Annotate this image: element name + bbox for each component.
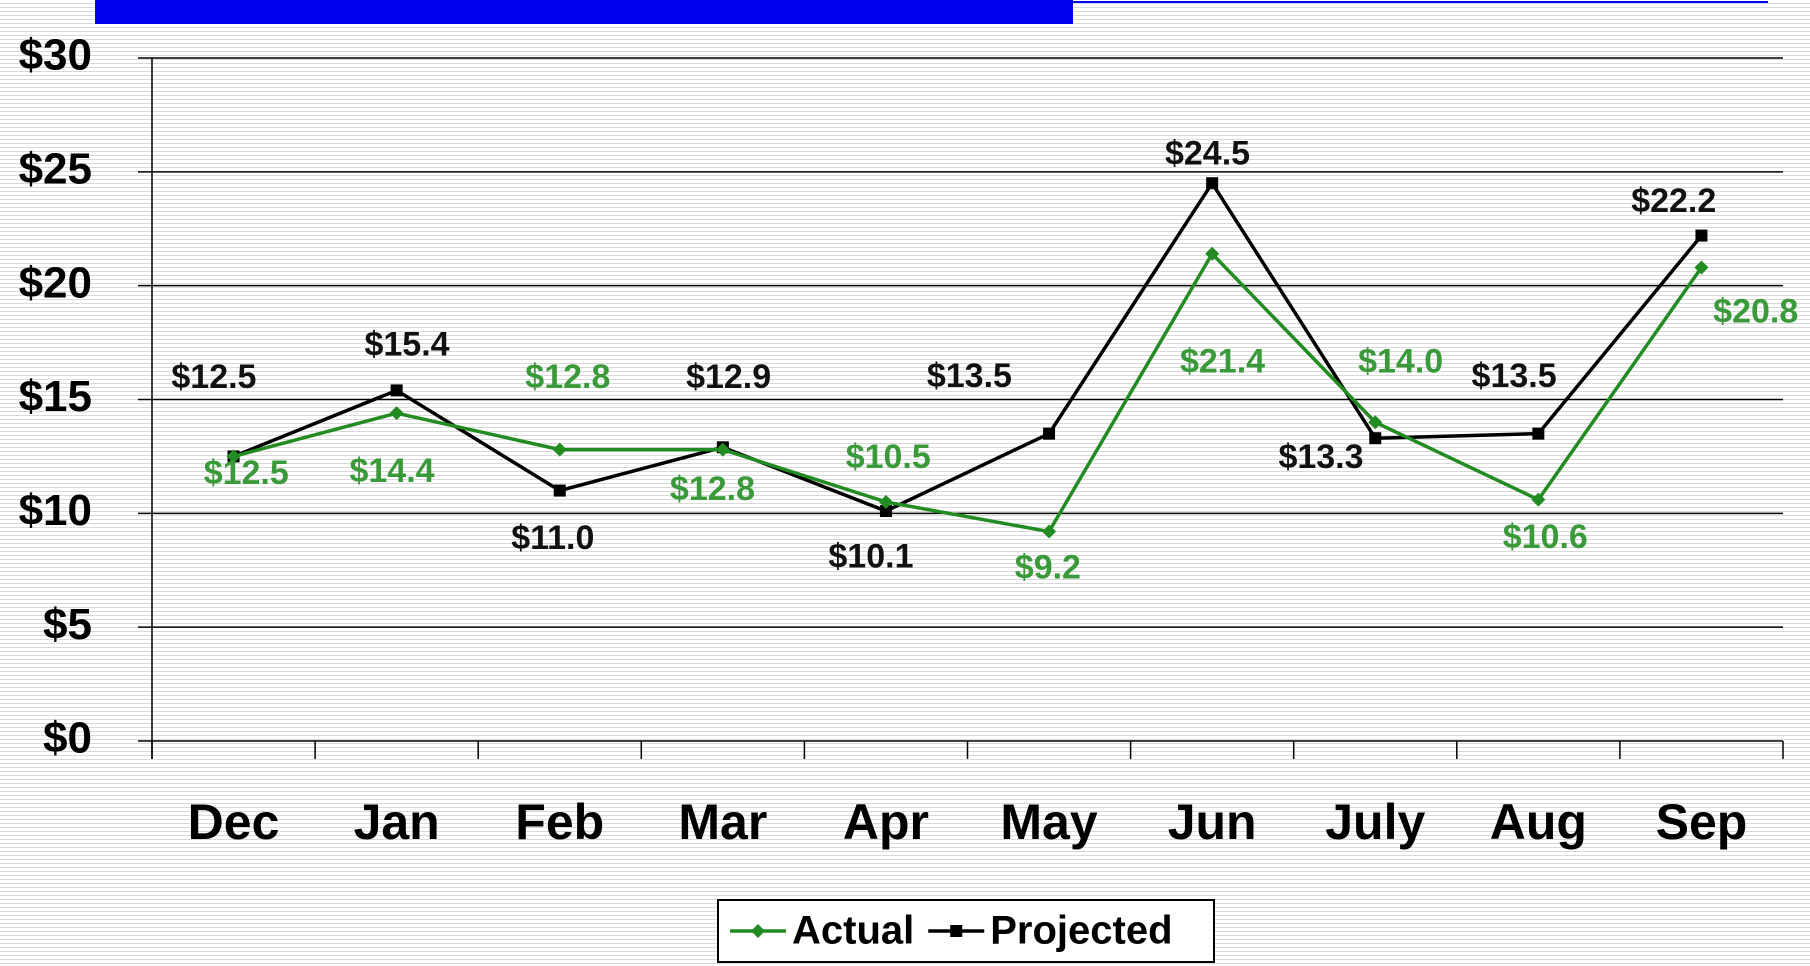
marker — [552, 442, 567, 457]
x-tick-label: Feb — [515, 794, 604, 850]
marker — [1531, 492, 1546, 507]
data-label: $15.4 — [364, 326, 449, 364]
y-tick-label: $0 — [43, 714, 92, 763]
data-label: $12.5 — [171, 358, 256, 396]
marker — [1042, 524, 1057, 539]
marker — [1205, 246, 1220, 261]
marker — [1694, 260, 1709, 275]
y-tick-label: $30 — [19, 31, 92, 80]
data-label: $10.1 — [828, 537, 913, 575]
y-tick-label: $5 — [43, 600, 92, 649]
marker — [879, 505, 892, 518]
marker — [715, 442, 730, 457]
data-label: $13.5 — [927, 357, 1012, 395]
series-line — [232, 179, 1703, 513]
y-tick-label: $10 — [19, 486, 92, 535]
marker — [226, 449, 241, 464]
x-tick-label: Jan — [354, 794, 440, 850]
series-line — [233, 250, 1703, 534]
data-label: $13.3 — [1278, 438, 1363, 476]
data-label: $10.6 — [1503, 518, 1588, 556]
data-label: $9.2 — [1015, 549, 1081, 587]
data-label: $20.8 — [1713, 293, 1798, 331]
y-tick-label: $20 — [19, 258, 92, 307]
data-label: $13.5 — [1472, 357, 1557, 395]
data-label: $14.4 — [349, 452, 434, 490]
data-label: $21.4 — [1180, 342, 1265, 380]
marker — [1369, 432, 1382, 445]
x-tick-label: Aug — [1490, 794, 1587, 850]
legend-label: Projected — [990, 909, 1172, 953]
marker — [1532, 427, 1545, 440]
x-tick-label: Mar — [678, 794, 767, 850]
marker — [1368, 415, 1383, 430]
data-label: $12.9 — [686, 358, 771, 396]
legend-label: Actual — [792, 909, 914, 953]
marker — [389, 406, 404, 421]
marker — [878, 494, 893, 509]
data-label: $10.5 — [846, 438, 931, 476]
data-label: $24.5 — [1165, 134, 1250, 172]
marker — [1695, 229, 1708, 242]
marker — [553, 484, 566, 497]
x-tick-label: May — [1000, 794, 1097, 850]
x-tick-label: Jun — [1168, 794, 1257, 850]
x-tick-label: July — [1325, 794, 1425, 850]
x-tick-label: Sep — [1656, 794, 1748, 850]
marker — [1043, 427, 1056, 440]
y-tick-label: $25 — [19, 144, 92, 193]
data-label: $22.2 — [1631, 182, 1716, 220]
x-tick-label: Dec — [188, 794, 280, 850]
data-label: $14.0 — [1358, 342, 1443, 380]
data-label: $11.0 — [511, 519, 594, 557]
data-label: $12.8 — [670, 470, 755, 508]
x-tick-label: Apr — [843, 794, 929, 850]
marker — [1206, 177, 1219, 190]
data-label: $12.5 — [204, 454, 289, 492]
marker — [751, 924, 765, 938]
marker — [950, 925, 963, 937]
data-label: $12.8 — [525, 358, 610, 396]
marker — [390, 384, 403, 397]
y-tick-label: $15 — [19, 372, 92, 421]
header-bar — [95, 0, 1073, 24]
